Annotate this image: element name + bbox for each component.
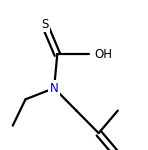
Text: N: N bbox=[50, 82, 58, 95]
Text: OH: OH bbox=[94, 48, 112, 61]
Text: S: S bbox=[41, 18, 48, 31]
